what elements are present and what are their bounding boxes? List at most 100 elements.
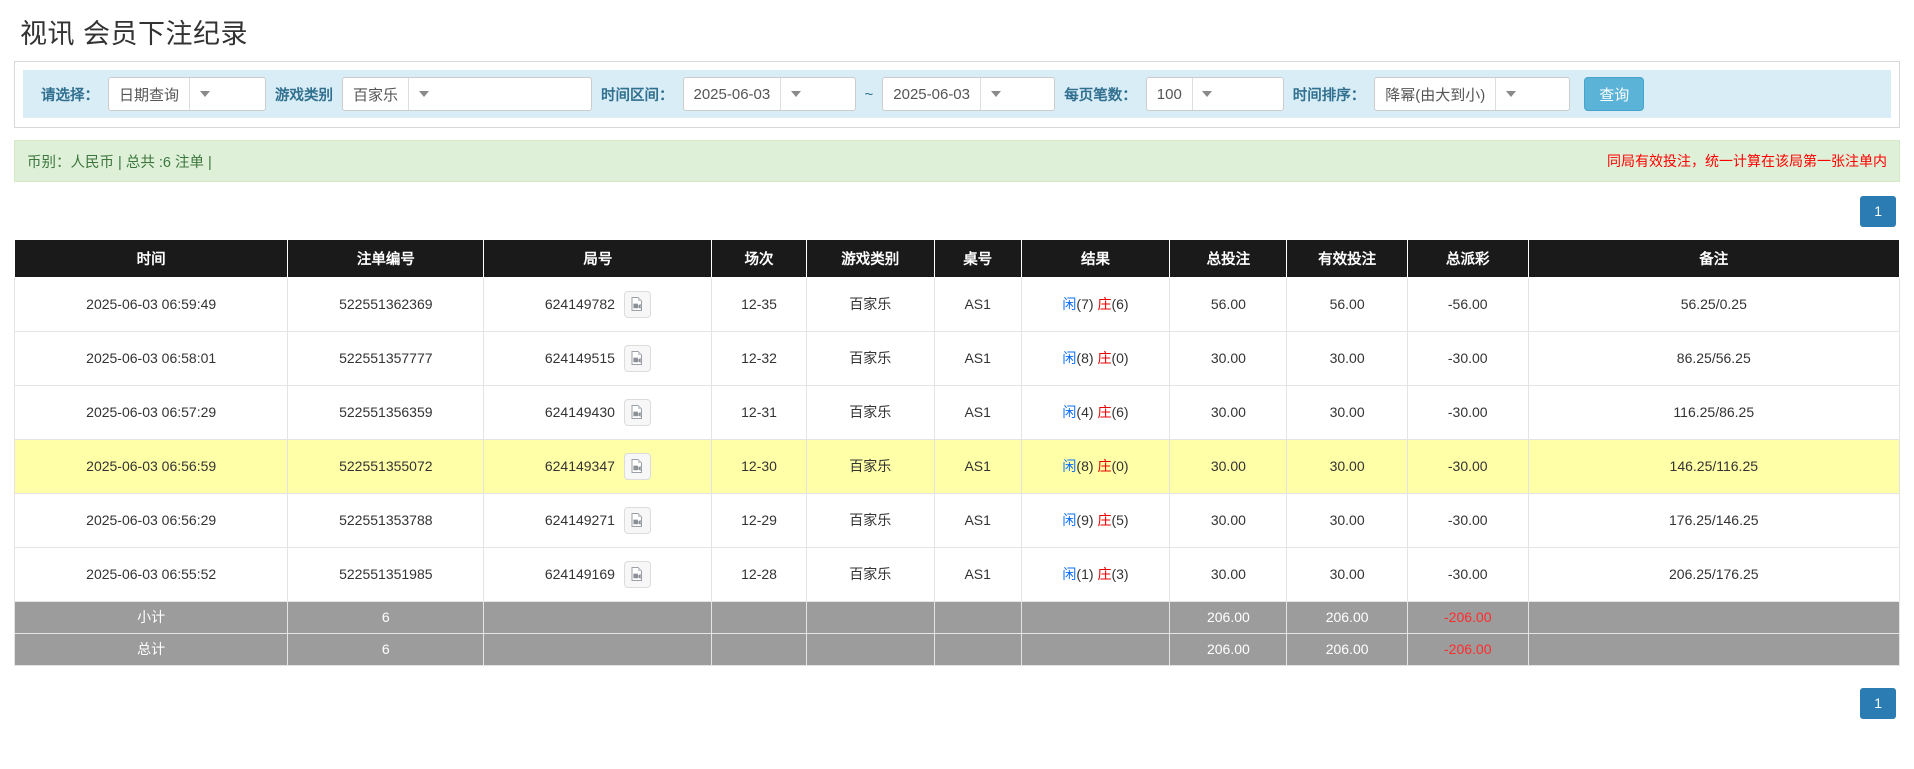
cell-time: 2025-06-03 06:56:59 bbox=[13, 438, 289, 494]
cell-valid-bet: 30.00 bbox=[1286, 330, 1408, 386]
summary-valid-bet: 206.00 bbox=[1286, 632, 1408, 666]
cell-bet-no: 522551355072 bbox=[287, 438, 485, 494]
video-icon[interactable] bbox=[623, 506, 651, 534]
date-to-value: 2025-06-03 bbox=[893, 85, 970, 103]
sort-order-select[interactable]: 降幂(由大到小) bbox=[1374, 77, 1571, 111]
cell-game-no: 624149169 bbox=[483, 546, 713, 602]
cell-time: 2025-06-03 06:56:29 bbox=[13, 492, 289, 548]
header-valid-bet: 有效投注 bbox=[1286, 238, 1408, 278]
cell-total-bet: 30.00 bbox=[1169, 546, 1288, 602]
cell-table-no: AS1 bbox=[933, 492, 1022, 548]
grandtotal-row: 总计 6 206.00 206.00 -206.00 bbox=[13, 632, 1901, 666]
cell-payout: -30.00 bbox=[1406, 492, 1529, 548]
cell-game-no: 624149515 bbox=[483, 330, 713, 386]
cell-bet-no: 522551362369 bbox=[287, 276, 485, 332]
summary-total-bet: 206.00 bbox=[1169, 600, 1288, 634]
cell-valid-bet: 30.00 bbox=[1286, 384, 1408, 440]
game-no-text: 624149430 bbox=[544, 404, 615, 421]
cell-valid-bet: 56.00 bbox=[1286, 276, 1408, 332]
page-button-1[interactable]: 1 bbox=[1860, 196, 1896, 227]
cell-game-no: 624149347 bbox=[483, 438, 713, 494]
table-row: 2025-06-03 06:56:29 522551353788 624149271… bbox=[13, 492, 1901, 548]
chevron-down-icon bbox=[980, 78, 1010, 110]
cell-payout: -56.00 bbox=[1406, 276, 1529, 332]
cell-result: 闲(8) 庄(0) bbox=[1020, 438, 1171, 494]
table-footer: 小计 6 206.00 206.00 -206.00 总计 6 206.00 206.00 -20… bbox=[13, 600, 1901, 666]
table-row: 2025-06-03 06:57:29 522551356359 624149430… bbox=[13, 384, 1901, 440]
header-game-type: 游戏类别 bbox=[805, 238, 935, 278]
cell-total-bet: 30.00 bbox=[1169, 492, 1288, 548]
video-icon[interactable] bbox=[623, 398, 651, 426]
game-no-text: 624149271 bbox=[544, 512, 615, 529]
cell-result: 闲(1) 庄(3) bbox=[1020, 546, 1171, 602]
video-icon[interactable] bbox=[623, 344, 651, 372]
cell-game-type: 百家乐 bbox=[805, 384, 935, 440]
cell-game-no: 624149782 bbox=[483, 276, 713, 332]
cell-result: 闲(8) 庄(0) bbox=[1020, 330, 1171, 386]
summary-payout: -206.00 bbox=[1406, 600, 1529, 634]
video-icon[interactable] bbox=[623, 452, 651, 480]
header-result: 结果 bbox=[1020, 238, 1171, 278]
date-to-select[interactable]: 2025-06-03 bbox=[882, 77, 1056, 111]
sort-order-value: 降幂(由大到小) bbox=[1385, 86, 1486, 104]
currency-summary: 币别：人民币 | 总共 :6 注单 | bbox=[27, 154, 212, 171]
cell-time: 2025-06-03 06:55:52 bbox=[13, 546, 289, 602]
video-icon[interactable] bbox=[623, 560, 651, 588]
game-no-text: 624149782 bbox=[544, 296, 615, 313]
cell-total-bet: 56.00 bbox=[1169, 276, 1288, 332]
page-size-label: 每页笔数： bbox=[1064, 87, 1137, 104]
header-payout: 总派彩 bbox=[1406, 238, 1529, 278]
cell-round: 12-30 bbox=[711, 438, 807, 494]
header-round: 场次 bbox=[711, 238, 807, 278]
notice-text: 同局有效投注，统一计算在该局第一张注单内 bbox=[1607, 153, 1887, 169]
summary-label: 总计 bbox=[13, 632, 289, 666]
bet-records-table: 时间 注单编号 局号 场次 游戏类别 桌号 结果 总投注 有效投注 总派彩 备注… bbox=[13, 238, 1901, 666]
cell-remark: 116.25/86.25 bbox=[1527, 384, 1901, 440]
cell-table-no: AS1 bbox=[933, 330, 1022, 386]
query-type-value: 日期查询 bbox=[119, 86, 180, 104]
cell-time: 2025-06-03 06:57:29 bbox=[13, 384, 289, 440]
page-size-select[interactable]: 100 bbox=[1145, 77, 1284, 111]
cell-valid-bet: 30.00 bbox=[1286, 492, 1408, 548]
summary-valid-bet: 206.00 bbox=[1286, 600, 1408, 634]
table-row: 2025-06-03 06:59:49 522551362369 624149782… bbox=[13, 276, 1901, 332]
summary-count: 6 bbox=[287, 600, 485, 634]
page-size-value: 100 bbox=[1156, 85, 1182, 103]
cell-time: 2025-06-03 06:59:49 bbox=[13, 276, 289, 332]
date-from-value: 2025-06-03 bbox=[693, 85, 771, 103]
cell-game-type: 百家乐 bbox=[805, 276, 935, 332]
game-type-value: 百家乐 bbox=[353, 86, 399, 104]
game-no-text: 624149347 bbox=[544, 458, 615, 475]
cell-time: 2025-06-03 06:58:01 bbox=[13, 330, 289, 386]
cell-remark: 86.25/56.25 bbox=[1527, 330, 1901, 386]
query-type-select[interactable]: 日期查询 bbox=[108, 77, 266, 111]
header-total-bet: 总投注 bbox=[1169, 238, 1288, 278]
header-game-no: 局号 bbox=[483, 238, 713, 278]
table-header: 时间 注单编号 局号 场次 游戏类别 桌号 结果 总投注 有效投注 总派彩 备注 bbox=[13, 238, 1901, 278]
cell-game-type: 百家乐 bbox=[805, 330, 935, 386]
summary-total-bet: 206.00 bbox=[1169, 632, 1288, 666]
cell-game-type: 百家乐 bbox=[805, 492, 935, 548]
info-bar: 币别：人民币 | 总共 :6 注单 | 同局有效投注，统一计算在该局第一张注单内 bbox=[14, 140, 1900, 182]
cell-total-bet: 30.00 bbox=[1169, 330, 1288, 386]
table-row: 2025-06-03 06:58:01 522551357777 624149515… bbox=[13, 330, 1901, 386]
cell-round: 12-29 bbox=[711, 492, 807, 548]
table-row: 2025-06-03 06:56:59 522551355072 624149347… bbox=[13, 438, 1901, 494]
cell-remark: 146.25/116.25 bbox=[1527, 438, 1901, 494]
filter-bar: 请选择： 日期查询 游戏类别 百家乐 时间区间： 2025-06-03 ~ 20… bbox=[23, 70, 1891, 118]
cell-round: 12-31 bbox=[711, 384, 807, 440]
date-from-select[interactable]: 2025-06-03 bbox=[682, 77, 856, 111]
summary-label: 小计 bbox=[13, 600, 289, 634]
pagination-top: 1 bbox=[14, 182, 1900, 237]
cell-table-no: AS1 bbox=[933, 546, 1022, 602]
cell-bet-no: 522551357777 bbox=[287, 330, 485, 386]
query-button[interactable]: 查询 bbox=[1584, 77, 1645, 111]
game-no-text: 624149515 bbox=[544, 350, 615, 367]
cell-game-type: 百家乐 bbox=[805, 438, 935, 494]
page-button-1-bottom[interactable]: 1 bbox=[1860, 687, 1896, 719]
cell-table-no: AS1 bbox=[933, 438, 1022, 494]
game-type-select[interactable]: 百家乐 bbox=[342, 77, 592, 111]
pagination-bottom: 1 bbox=[14, 666, 1900, 719]
summary-payout: -206.00 bbox=[1406, 632, 1529, 666]
video-icon[interactable] bbox=[623, 290, 651, 318]
